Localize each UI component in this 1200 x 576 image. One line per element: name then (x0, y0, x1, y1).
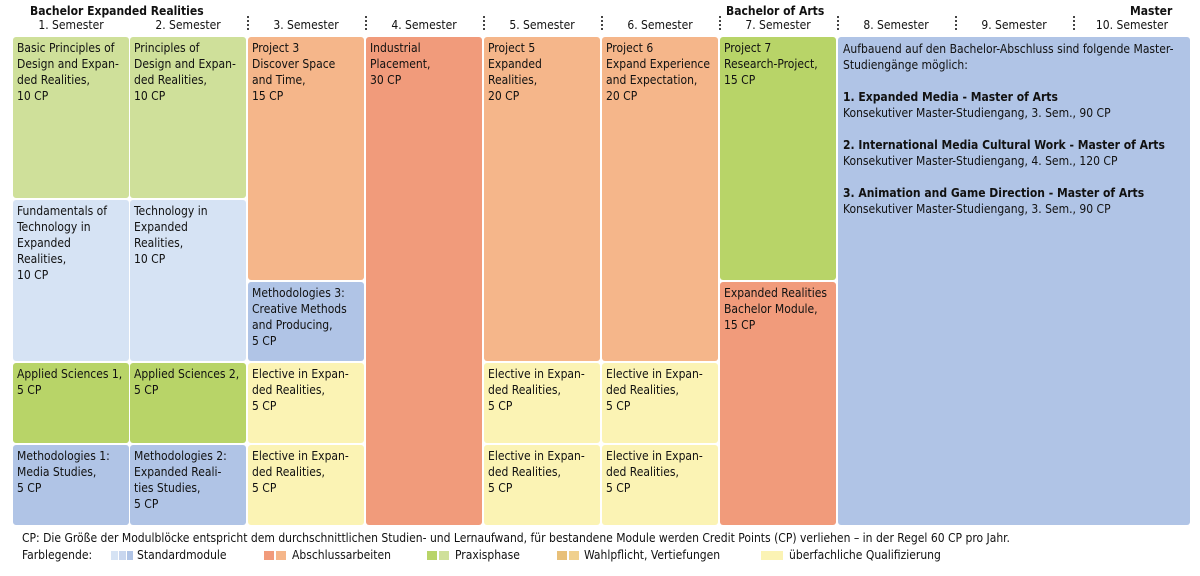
module-methodologies-1: Methodologies 1: Media Studies, 5 CP (13, 445, 129, 525)
master-program-detail: Konsekutiver Master-Studiengang, 3. Sem.… (843, 202, 1111, 216)
semester-label-10: 10. Semester (1095, 18, 1169, 32)
module-elective-s3-2: Elective in Expan- ded Realities, 5 CP (248, 445, 364, 525)
module-project-6: Project 6 Expand Experience and Expectat… (602, 37, 718, 361)
module-industrial-placement: Industrial Placement, 30 CP (366, 37, 482, 525)
master-programs-box: Aufbauend auf den Bachelor-Abschluss sin… (838, 37, 1190, 525)
master-program-detail: Konsekutiver Master-Studiengang, 4. Sem.… (843, 154, 1118, 168)
semester-label-2: 2. Semester (155, 18, 221, 32)
master-program-title: 1. Expanded Media - Master of Arts (843, 90, 1058, 104)
master-program-title: 2. International Media Cultural Work - M… (843, 138, 1165, 152)
credit-points-footnote: CP: Die Größe der Modulblöcke entspricht… (22, 531, 1010, 545)
bachelor-program-title: Bachelor Expanded Realities (30, 4, 204, 18)
module-elective-s5-1: Elective in Expan- ded Realities, 5 CP (484, 363, 600, 443)
semester-separator (483, 16, 485, 32)
legend-label-interdisciplinary: überfachliche Qualifizierung (789, 548, 941, 562)
module-fundamentals-technology: Fundamentals of Technology in Expanded R… (13, 200, 129, 361)
semester-separator (601, 16, 603, 32)
legend-label-electives: Wahlpflicht, Vertiefungen (584, 548, 721, 562)
semester-separator (719, 16, 721, 32)
semester-label-6: 6. Semester (627, 18, 693, 32)
legend-label-standard: Standardmodule (137, 548, 227, 562)
master-title: Master (1130, 4, 1173, 18)
legend-swatch-interdisciplinary (761, 551, 783, 560)
module-bachelor-module: Expanded Realities Bachelor Module, 15 C… (720, 282, 836, 525)
master-program-3: 3. Animation and Game Direction - Master… (843, 185, 1185, 217)
semester-separator (1073, 16, 1075, 32)
legend-swatch-electives (557, 551, 579, 560)
module-project-7: Project 7 Research-Project, 15 CP (720, 37, 836, 280)
module-applied-sciences-1: Applied Sciences 1, 5 CP (13, 363, 129, 443)
semester-label-3: 3. Semester (273, 18, 339, 32)
legend-label-practice: Praxisphase (455, 548, 520, 562)
module-principles-design: Principles of Design and Expan- ded Real… (130, 37, 246, 198)
semester-label-9: 9. Semester (981, 18, 1047, 32)
module-elective-s3-1: Elective in Expan- ded Realities, 5 CP (248, 363, 364, 443)
module-applied-sciences-2: Applied Sciences 2, 5 CP (130, 363, 246, 443)
semester-label-8: 8. Semester (863, 18, 929, 32)
module-elective-s6-2: Elective in Expan- ded Realities, 5 CP (602, 445, 718, 525)
master-program-2: 2. International Media Cultural Work - M… (843, 137, 1185, 169)
semester-label-4: 4. Semester (391, 18, 457, 32)
semester-label-5: 5. Semester (509, 18, 575, 32)
semester-separator (837, 16, 839, 32)
legend-swatch-practice (427, 551, 449, 560)
legend-label-final-theses: Abschlussarbeiten (292, 548, 392, 562)
module-basic-principles: Basic Principles of Design and Expan- de… (13, 37, 129, 198)
bachelor-degree-title: Bachelor of Arts (726, 4, 825, 18)
semester-separator (365, 16, 367, 32)
legend-title: Farblegende: (22, 548, 93, 562)
legend-swatch-final-theses (264, 551, 286, 560)
module-project-5: Project 5 Expanded Realities, 20 CP (484, 37, 600, 361)
module-methodologies-3: Methodologies 3: Creative Methods and Pr… (248, 282, 364, 361)
module-elective-s6-1: Elective in Expan- ded Realities, 5 CP (602, 363, 718, 443)
semester-separator (955, 16, 957, 32)
master-program-title: 3. Animation and Game Direction - Master… (843, 186, 1145, 200)
module-project-3: Project 3 Discover Space and Time, 15 CP (248, 37, 364, 280)
semester-label-7: 7. Semester (745, 18, 811, 32)
semester-separator (247, 16, 249, 32)
master-program-detail: Konsekutiver Master-Studiengang, 3. Sem.… (843, 106, 1111, 120)
module-elective-s5-2: Elective in Expan- ded Realities, 5 CP (484, 445, 600, 525)
master-intro: Aufbauend auf den Bachelor-Abschluss sin… (843, 42, 1174, 72)
semester-label-1: 1. Semester (38, 18, 104, 32)
module-technology: Technology in Expanded Realities, 10 CP (130, 200, 246, 361)
legend-swatch-standard (111, 551, 133, 560)
master-program-1: 1. Expanded Media - Master of Arts Konse… (843, 89, 1185, 121)
module-methodologies-2: Methodologies 2: Expanded Reali- ties St… (130, 445, 246, 525)
